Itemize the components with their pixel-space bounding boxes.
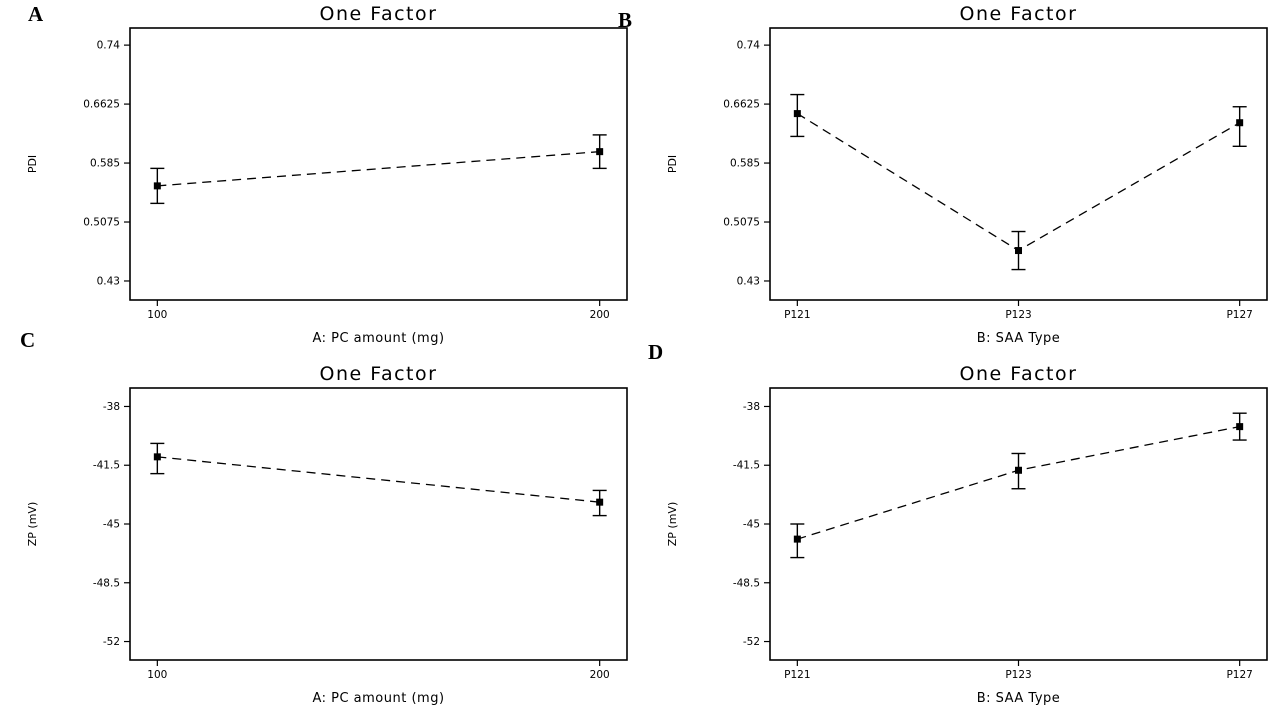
y-tick-label: 0.74	[737, 40, 761, 52]
plot-title: One Factor	[320, 363, 438, 385]
plot-c: One Factor -38 -41.5 -45 -48.5 -52 100 200 A: PC…	[26, 363, 628, 706]
data-point-marker	[153, 453, 161, 461]
x-tick-label: P127	[1226, 669, 1252, 681]
panel-d: One Factor -38 -41.5 -45 -48.5 -52 P121 P123 P12…	[640, 360, 1280, 720]
x-axis-label: B: SAA Type	[977, 691, 1061, 706]
data-point-marker	[793, 535, 801, 543]
data-point-marker	[1236, 119, 1244, 127]
series-line	[157, 456, 600, 503]
x-tick-label: P127	[1226, 309, 1252, 321]
data-point-marker	[793, 110, 801, 118]
y-tick-label: 0.585	[730, 158, 760, 170]
y-axis-label: PDI	[26, 155, 39, 173]
y-tick-label: -38	[743, 401, 760, 413]
plot-frame	[129, 387, 628, 661]
y-tick-label: 0.43	[97, 275, 120, 287]
y-tick-label: -52	[743, 636, 760, 648]
y-axis-label: ZP (mV)	[666, 502, 679, 547]
panel-letter-b: B	[618, 8, 633, 32]
x-tick-label: 100	[147, 669, 167, 681]
series-line	[157, 150, 600, 187]
plot-frame	[129, 27, 628, 301]
x-axis-label: B: SAA Type	[977, 331, 1061, 346]
y-axis-label: ZP (mV)	[26, 502, 39, 547]
x-tick-label: 200	[590, 669, 610, 681]
y-tick-label: 0.6625	[83, 99, 120, 111]
panel-letter-a: A	[28, 2, 44, 26]
y-tick-label: -52	[103, 636, 120, 648]
x-tick-label: 100	[147, 309, 167, 321]
y-tick-label: 0.5075	[723, 217, 760, 229]
y-tick-label: 0.585	[90, 158, 120, 170]
y-tick-label: 0.74	[97, 40, 121, 52]
y-tick-label: -45	[103, 519, 120, 531]
x-axis-label: A: PC amount (mg)	[312, 691, 444, 706]
panel-letter-d: D	[648, 340, 664, 364]
y-tick-label: 0.6625	[723, 99, 760, 111]
y-tick-label: -41.5	[733, 460, 760, 472]
plot-title: One Factor	[960, 363, 1078, 385]
panel-c: One Factor -38 -41.5 -45 -48.5 -52 100 200 A: PC…	[0, 360, 640, 720]
data-point-marker	[153, 182, 161, 190]
x-tick-label: 200	[590, 309, 610, 321]
y-tick-label: 0.5075	[83, 217, 120, 229]
y-tick-label: 0.43	[737, 275, 760, 287]
x-tick-label: P123	[1005, 309, 1031, 321]
data-point-marker	[1236, 423, 1244, 431]
plot-title: One Factor	[960, 3, 1078, 25]
x-tick-label: P121	[784, 669, 810, 681]
y-tick-label: -38	[103, 401, 120, 413]
data-point-marker	[1015, 247, 1022, 255]
series-line	[796, 113, 1240, 252]
y-tick-label: -41.5	[93, 460, 120, 472]
x-tick-label: P123	[1005, 669, 1031, 681]
plot-a: One Factor 0.74 0.6625 0.585 0.5075 0.43 100 20…	[26, 3, 628, 346]
x-axis-label: A: PC amount (mg)	[312, 331, 444, 346]
data-point-marker	[596, 498, 604, 506]
plot-b: One Factor 0.74 0.6625 0.585 0.5075 0.43 P121 P…	[666, 3, 1268, 346]
panel-letter-c: C	[20, 328, 36, 352]
y-tick-label: -48.5	[93, 577, 120, 589]
data-point-marker	[1015, 466, 1022, 474]
plot-d: One Factor -38 -41.5 -45 -48.5 -52 P121 P123 P12…	[666, 363, 1268, 706]
plot-title: One Factor	[320, 3, 438, 25]
data-point-marker	[596, 148, 604, 156]
panel-a: One Factor 0.74 0.6625 0.585 0.5075 0.43 100 20…	[0, 0, 640, 360]
y-tick-label: -48.5	[733, 577, 760, 589]
x-tick-label: P121	[784, 309, 810, 321]
y-axis-label: PDI	[666, 155, 679, 173]
y-tick-label: -45	[743, 519, 760, 531]
panel-b: One Factor 0.74 0.6625 0.585 0.5075 0.43 P121 P…	[640, 0, 1280, 360]
